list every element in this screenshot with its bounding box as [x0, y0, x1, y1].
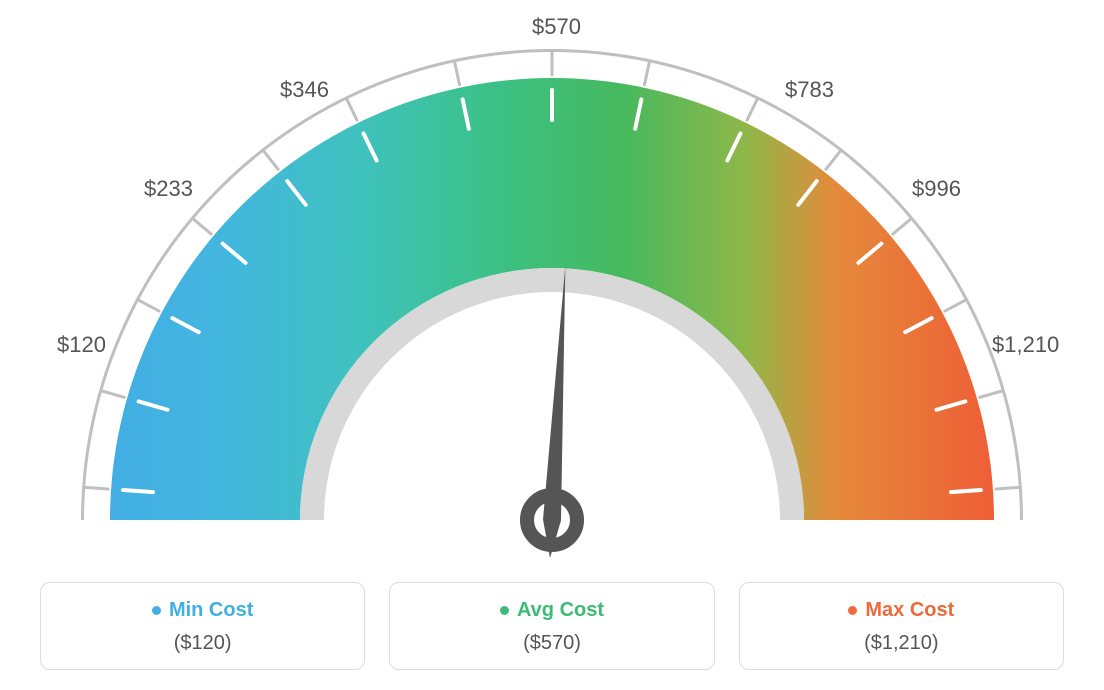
legend-title-text: Avg Cost [517, 599, 604, 622]
legend-row: Min Cost ($120) Avg Cost ($570) Max Cost… [40, 582, 1064, 670]
cost-gauge-chart: $120 $233 $346 $570 $783 $996 $1,210 Min Cost … [0, 0, 1104, 690]
legend-title-text: Max Cost [865, 599, 954, 622]
dot-icon [848, 606, 857, 615]
legend-value-min: ($120) [51, 632, 354, 655]
gauge-svg [52, 10, 1052, 570]
gauge-tick-label: $346 [280, 77, 329, 103]
gauge-tick-label: $120 [57, 332, 106, 358]
gauge-tick-label: $570 [532, 14, 581, 40]
legend-card-max: Max Cost ($1,210) [739, 582, 1064, 670]
dot-icon [152, 606, 161, 615]
gauge: $120$233$346$570$783$996$1,210 [52, 10, 1052, 570]
gauge-tick-label: $996 [912, 176, 961, 202]
gauge-tick-label: $233 [144, 176, 193, 202]
dot-icon [500, 606, 509, 615]
legend-title-min: Min Cost [152, 599, 253, 622]
legend-title-text: Min Cost [169, 599, 253, 622]
legend-title-max: Max Cost [848, 599, 954, 622]
legend-title-avg: Avg Cost [500, 599, 604, 622]
legend-value-max: ($1,210) [750, 632, 1053, 655]
legend-card-avg: Avg Cost ($570) [389, 582, 714, 670]
legend-card-min: Min Cost ($120) [40, 582, 365, 670]
gauge-tick-label: $1,210 [992, 332, 1059, 358]
legend-value-avg: ($570) [400, 632, 703, 655]
gauge-tick-label: $783 [785, 77, 834, 103]
